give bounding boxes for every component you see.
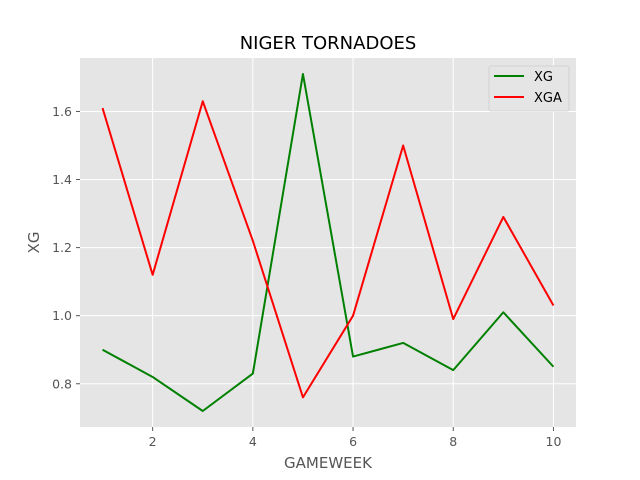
y-tick-label: 1.0 xyxy=(52,308,72,323)
y-axis: 0.8 1.0 1.2 1.4 1.6 xyxy=(52,104,80,391)
x-tick-label: 4 xyxy=(249,434,257,449)
legend-label-xga: XGA xyxy=(534,91,562,106)
series-line-xga xyxy=(101,100,555,399)
legend-box xyxy=(488,65,570,112)
chart-title: NIGER TORNADOES xyxy=(240,33,417,54)
x-tick-label: 6 xyxy=(349,434,357,449)
x-axis: 2 4 6 8 10 xyxy=(149,427,562,449)
y-tick-label: 1.2 xyxy=(52,240,72,255)
y-tick-label: 0.8 xyxy=(52,376,72,391)
y-axis-label: XG xyxy=(25,232,43,254)
y-tick-label: 1.6 xyxy=(52,104,72,119)
x-tick-label: 2 xyxy=(149,434,157,449)
y-tick-label: 1.4 xyxy=(52,172,72,187)
x-tick-label: 8 xyxy=(449,434,457,449)
plot-area xyxy=(80,58,576,427)
legend: XG XGA xyxy=(488,65,570,112)
series-line-xg xyxy=(102,73,555,412)
x-tick-label: 10 xyxy=(546,434,562,449)
legend-label-xg: XG xyxy=(534,70,553,85)
x-axis-label: GAMEWEEK xyxy=(284,454,373,472)
series-layer xyxy=(101,73,555,412)
